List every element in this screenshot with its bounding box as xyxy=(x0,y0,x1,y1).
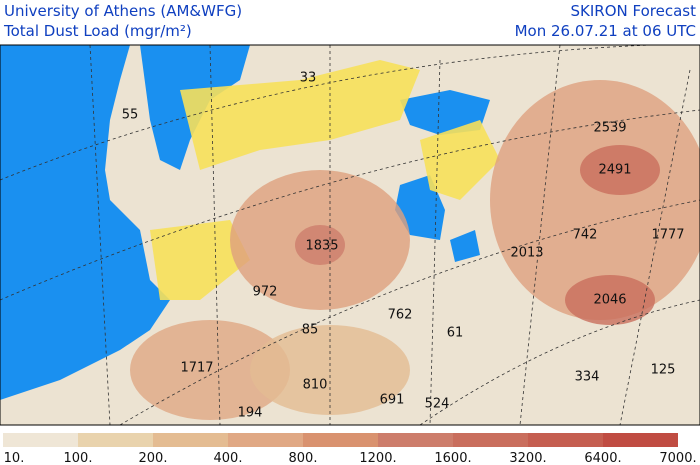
dust-value-label: 691 xyxy=(380,393,405,408)
levant xyxy=(450,230,480,262)
colorbar-segment xyxy=(528,433,603,447)
dust-value-label: 2491 xyxy=(598,163,631,178)
dust-value-label: 2013 xyxy=(510,246,543,261)
dust-value-label: 972 xyxy=(253,285,278,300)
dust-value-label: 194 xyxy=(238,406,263,421)
colorbar-segment xyxy=(228,433,303,447)
map-frame xyxy=(0,44,700,426)
dust-value-label: 334 xyxy=(575,370,600,385)
colorbar-segment xyxy=(153,433,228,447)
map xyxy=(0,44,700,426)
colorbar-label: 800. xyxy=(289,451,318,465)
dust-value-label: 61 xyxy=(447,326,464,341)
dust-plume xyxy=(130,320,290,420)
graticule xyxy=(0,45,700,425)
colorbar-segment xyxy=(453,433,528,447)
low-dust-area xyxy=(420,120,500,200)
colorbar-label: 400. xyxy=(214,451,243,465)
dust-value-label: 55 xyxy=(122,108,139,123)
dust-value-label: 1717 xyxy=(180,361,213,376)
colorbar-segment xyxy=(378,433,453,447)
forecast-time: Mon 26.07.21 at 06 UTC xyxy=(515,22,696,40)
black-sea xyxy=(400,90,490,135)
dust-value-label: 742 xyxy=(573,228,598,243)
low-dust-area xyxy=(180,60,420,170)
dust-value-label: 524 xyxy=(425,397,450,412)
colorbar-segment xyxy=(3,433,78,447)
colorbar-segment xyxy=(303,433,378,447)
colorbar-label: 1200. xyxy=(359,451,396,465)
atlantic xyxy=(0,45,170,400)
model: SKIRON Forecast xyxy=(571,2,697,20)
dust-value-label: 85 xyxy=(302,323,319,338)
colorbar-segment xyxy=(78,433,153,447)
dust-value-label: 33 xyxy=(300,71,317,86)
colorbar-segment xyxy=(603,433,678,447)
dust-core xyxy=(580,145,660,195)
colorbar-label: 10. xyxy=(4,451,25,465)
colorbar-label: 100. xyxy=(64,451,93,465)
dust-plume xyxy=(490,80,700,320)
dust-core xyxy=(565,275,655,325)
product: Total Dust Load (mgr/m²) xyxy=(3,22,192,40)
dust-value-label: 1835 xyxy=(305,239,338,254)
colorbar-label: 7000. xyxy=(659,451,696,465)
dust-value-label: 762 xyxy=(388,308,413,323)
colorbar-label: 200. xyxy=(139,451,168,465)
colorbar-label: 1600. xyxy=(434,451,471,465)
dust-value-label: 1777 xyxy=(651,228,684,243)
colorbar-label: 3200. xyxy=(509,451,546,465)
dust-value-label: 125 xyxy=(651,363,676,378)
dust-value-label: 2046 xyxy=(593,293,626,308)
dust-core xyxy=(295,225,345,265)
colorbar-label: 6400. xyxy=(584,451,621,465)
institution: University of Athens (AM&WFG) xyxy=(4,2,242,20)
dust-value-label: 2539 xyxy=(593,121,626,136)
dust-value-label: 810 xyxy=(303,378,328,393)
low-dust-area xyxy=(150,220,250,300)
